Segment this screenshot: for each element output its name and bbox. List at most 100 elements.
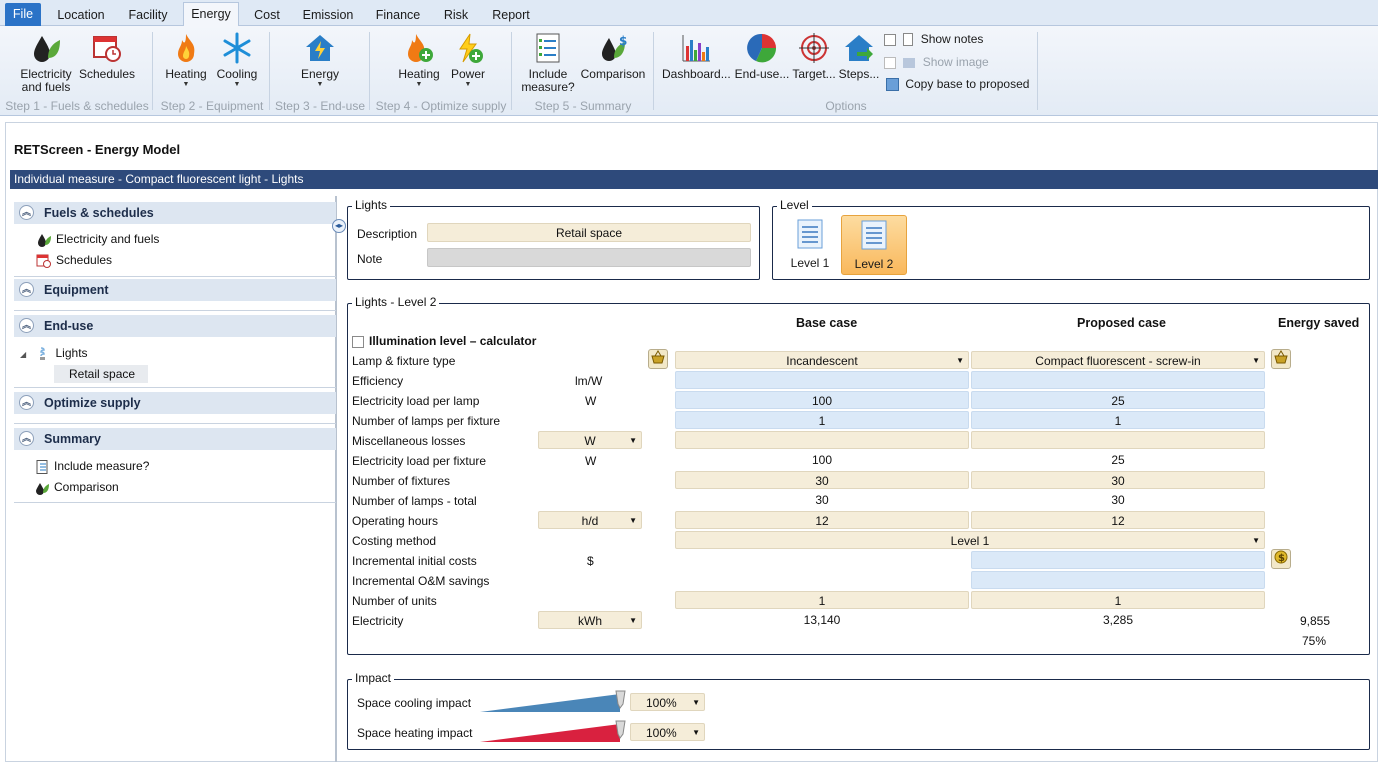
nav-section-summary[interactable]: ︽ Summary [14,428,336,450]
show-notes-option[interactable]: Show notes [884,32,983,47]
tab-file[interactable]: File [5,3,41,26]
heating-button[interactable]: Heating ▼ [162,32,210,89]
row-label-elec-load-lamp: Electricity load per lamp [352,394,480,408]
proposed-num-fixtures-input[interactable]: 30 [971,471,1265,489]
schedules-button[interactable]: Schedules [78,32,136,81]
collapse-icon[interactable]: ︽ [19,395,34,410]
level-1-button[interactable]: Level 1 [784,214,836,272]
bar-chart-icon [682,35,710,62]
base-lamp-database-button[interactable] [648,349,668,369]
illumination-calculator-option[interactable]: Illumination level – calculator [352,334,536,348]
base-misc-losses-input[interactable] [675,431,969,449]
chevron-down-icon: ▼ [233,81,241,88]
show-notes-checkbox[interactable] [884,33,896,46]
proposed-num-units-input[interactable]: 1 [971,591,1265,609]
proposed-lamps-per-fixture-input[interactable]: 1 [971,411,1265,429]
description-field[interactable]: Retail space [427,223,751,242]
base-num-units-input[interactable]: 1 [675,591,969,609]
collapse-icon[interactable]: ︽ [19,205,34,220]
nav-section-optimize-supply[interactable]: ︽ Optimize supply [14,392,336,414]
collapse-icon[interactable]: ︽ [19,318,34,333]
tab-energy[interactable]: Energy [183,2,239,27]
misc-losses-unit-dropdown[interactable]: W [538,431,642,450]
proposed-misc-losses-input[interactable] [971,431,1265,449]
nav-item-comparison[interactable]: Comparison [34,480,119,495]
level-2-button[interactable]: Level 2 [841,215,907,275]
base-lamps-per-fixture-input[interactable]: 1 [675,411,969,429]
heating-impact-slider[interactable] [480,720,626,744]
target-button[interactable]: Target... [790,32,838,81]
nav-item-schedules[interactable]: Schedules [36,253,112,268]
illumination-checkbox[interactable] [352,335,364,348]
cooling-button[interactable]: Cooling ▼ [213,32,261,89]
note-field[interactable] [427,248,751,267]
cost-database-button[interactable]: $ [1271,549,1291,569]
nav-section-fuels-schedules[interactable]: ︽ Fuels & schedules [14,202,336,224]
tab-emission[interactable]: Emission [302,8,354,22]
level-legend: Level [777,199,812,212]
proposed-lamp-database-button[interactable] [1271,349,1291,369]
incr-om-savings-input[interactable] [971,571,1265,589]
optimize-heating-button[interactable]: Heating ▼ [395,32,443,89]
operating-hours-unit-dropdown[interactable]: h/d [538,511,642,530]
show-image-option[interactable]: Show image [884,55,989,69]
cooling-impact-wedge [480,694,620,712]
divider [14,502,336,503]
proposed-operating-hours-input[interactable]: 12 [971,511,1265,529]
slider-thumb-icon[interactable] [615,690,626,709]
show-image-checkbox[interactable] [884,56,896,69]
steps-button[interactable]: Steps... [838,32,880,81]
nav-section-enduse[interactable]: ︽ End-use [14,315,336,337]
proposed-elec-load-lamp-input[interactable]: 25 [971,391,1265,409]
base-num-fixtures-input[interactable]: 30 [675,471,969,489]
base-lamp-type-dropdown[interactable]: Incandescent [675,351,969,370]
heating-impact-dropdown[interactable]: 100% [630,723,705,742]
slider-thumb-icon[interactable] [615,720,626,739]
tab-finance[interactable]: Finance [375,8,421,22]
cooling-impact-dropdown[interactable]: 100% [630,693,705,712]
nav-item-lights[interactable]: ◢ Lights [20,346,88,362]
electricity-unit-dropdown[interactable]: kWh [538,611,642,630]
proposed-lamp-type-dropdown[interactable]: Compact fluorescent - screw-in [971,351,1265,370]
notes-icon [903,33,914,47]
splitter-toggle-icon[interactable]: ◂▸ [332,219,346,233]
tree-expand-icon[interactable]: ◢ [20,350,27,359]
unit-incr-initial-costs: $ [587,554,594,568]
energy-button[interactable]: Energy ▼ [296,32,344,89]
cooling-impact-slider[interactable] [480,690,626,714]
nav-section-equipment[interactable]: ︽ Equipment [14,279,336,301]
row-label-num-fixtures: Number of fixtures [352,474,451,488]
dashboard-button[interactable]: Dashboard... [662,32,731,81]
base-efficiency-input[interactable] [675,371,969,389]
collapse-icon[interactable]: ︽ [19,282,34,297]
nav-item-retail-space[interactable]: Retail space [54,365,148,383]
copy-base-to-proposed-button[interactable]: Copy base to proposed [886,77,1029,92]
include-label-2: measure? [521,80,575,94]
tab-location[interactable]: Location [57,8,105,22]
chevron-down-icon: ▼ [182,81,190,88]
comparison-button[interactable]: $ Comparison [578,32,648,81]
house-lightning-icon [306,35,334,61]
heating-impact-wedge [480,724,620,742]
include-measure-button[interactable]: Include measure? [520,32,576,94]
nav-item-label: Comparison [54,480,119,494]
incr-initial-costs-input[interactable] [971,551,1265,569]
base-elec-load-lamp-input[interactable]: 100 [675,391,969,409]
nav-item-electricity-fuels[interactable]: Electricity and fuels [36,232,159,247]
tab-facility[interactable]: Facility [128,8,168,22]
row-label-lamps-per-fixture: Number of lamps per fixture [352,414,501,428]
row-label-incr-om-savings: Incremental O&M savings [352,574,490,588]
optimize-power-button[interactable]: Power ▼ [444,32,492,89]
nav-item-include-measure[interactable]: Include measure? [34,459,149,474]
proposed-efficiency-input[interactable] [971,371,1265,389]
group-divider [369,32,370,110]
costing-method-dropdown[interactable]: Level 1 [675,531,1265,550]
base-operating-hours-input[interactable]: 12 [675,511,969,529]
electricity-and-fuels-button[interactable]: Electricity and fuels [16,32,76,94]
chevron-down-icon: ▼ [464,81,472,88]
collapse-icon[interactable]: ︽ [19,431,34,446]
tab-report[interactable]: Report [492,8,530,22]
tab-cost[interactable]: Cost [254,8,280,22]
tab-risk[interactable]: Risk [443,8,469,22]
enduse-button[interactable]: End-use... [734,32,790,81]
